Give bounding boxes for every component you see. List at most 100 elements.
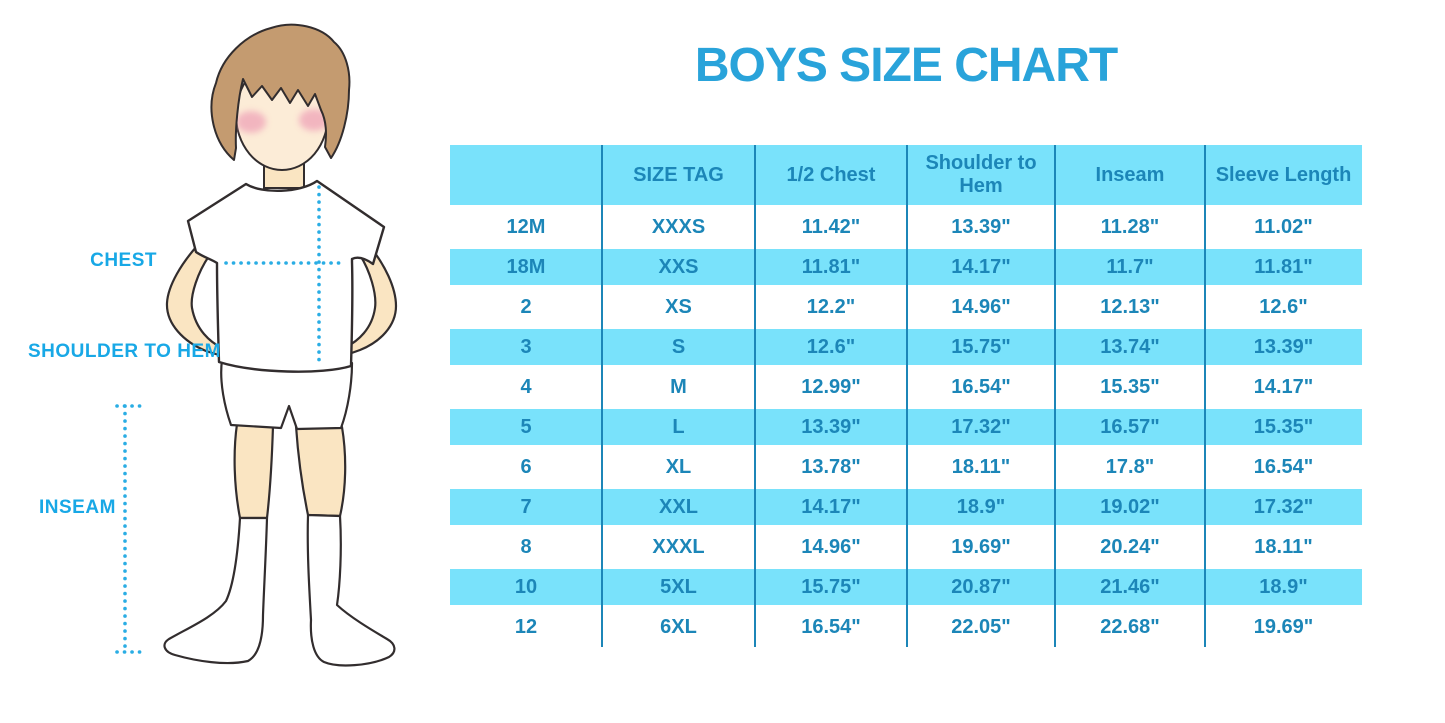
column-divider <box>601 145 603 647</box>
boy-illustration <box>115 23 398 667</box>
table-cell: 22.68" <box>1100 615 1160 638</box>
table-cell: XL <box>665 455 692 478</box>
table-cell: 17.32" <box>951 415 1011 438</box>
column-divider <box>754 145 756 647</box>
table-cell: 10 <box>514 575 538 598</box>
table-cell: 12.6" <box>1259 295 1308 318</box>
table-cell: 14.17" <box>951 255 1011 278</box>
table-cell: L <box>672 415 685 438</box>
table-cell: 12.2" <box>806 295 856 318</box>
table-cell: 18M <box>506 255 546 278</box>
table-cell: 11.81" <box>801 255 861 278</box>
table-cell: XS <box>665 295 692 318</box>
inseam-label: INSEAM <box>39 497 116 518</box>
table-cell: 18.9" <box>1259 575 1308 598</box>
table-cell: 20.87" <box>951 575 1011 598</box>
table-cell: 11.28" <box>1100 215 1160 238</box>
table-cell: 5 <box>520 415 532 438</box>
table-cell: 2 <box>520 295 532 318</box>
right-arm <box>344 246 398 357</box>
column-header-1-2-chest: 1/2 Chest <box>786 163 876 186</box>
table-cell: 13.39" <box>801 415 861 438</box>
table-cell: 18.11" <box>1254 535 1313 558</box>
table-cell: 22.05" <box>951 615 1011 638</box>
column-header-sleeve-length: Sleeve Length <box>1215 163 1352 186</box>
table-cell: 4 <box>520 375 532 398</box>
table-row-12m: 12M XXXS 11.42" 13.39" 11.28" 11.02" <box>450 207 1362 247</box>
table-cell: 14.17" <box>801 495 861 518</box>
table-cell: 13.39" <box>951 215 1011 238</box>
table-cell: XXXS <box>651 215 706 238</box>
left-leg <box>233 422 275 520</box>
table-cell: 15.75" <box>801 575 861 598</box>
hair <box>210 23 351 161</box>
table-cell: 18.9" <box>956 495 1006 518</box>
column-header-size-tag: SIZE TAG <box>633 163 724 186</box>
right-blush <box>299 109 329 131</box>
table-cell: 6XL <box>660 615 697 638</box>
table-row-4: 4 M 12.99" 16.54" 15.35" 14.17" <box>450 367 1362 407</box>
table-cell: 14.96" <box>801 535 861 558</box>
table-cell: 15.35" <box>1253 415 1314 438</box>
column-divider <box>1054 145 1056 647</box>
table-cell: 16.54" <box>951 375 1011 398</box>
table-cell: 13.78" <box>801 455 861 478</box>
table-cell: 11.42" <box>801 215 861 238</box>
table-cell: 7 <box>520 495 532 518</box>
table-cell: S <box>671 335 686 358</box>
table-cell: 11.81" <box>1254 255 1313 278</box>
table-cell: 12.13" <box>1100 295 1160 318</box>
table-cell: 17.32" <box>1253 495 1314 518</box>
table-cell: 12.99" <box>801 375 861 398</box>
chest-label: CHEST <box>90 250 157 271</box>
table-row-6: 6 XL 13.78" 18.11" 17.8" 16.54" <box>450 447 1362 487</box>
shoulder-to-hem-label: SHOULDER TO HEM <box>28 341 221 362</box>
table-cell: 16.57" <box>1100 415 1160 438</box>
left-sock <box>163 516 269 665</box>
table-cell: 15.75" <box>951 335 1011 358</box>
table-cell: 11.02" <box>1254 215 1313 238</box>
left-arm <box>165 244 224 358</box>
table-cell: 12 <box>514 615 538 638</box>
table-cell: XXS <box>658 255 699 278</box>
right-sock <box>306 513 396 667</box>
table-cell: XXL <box>659 495 698 518</box>
table-row-2: 2 XS 12.2" 14.96" 12.13" 12.6" <box>450 287 1362 327</box>
page-title: BOYS SIZE CHART <box>694 39 1118 92</box>
table-cell: 15.35" <box>1100 375 1160 398</box>
table-cell: 19.02" <box>1100 495 1160 518</box>
table-cell: 18.11" <box>951 455 1011 478</box>
table-cell: 11.7" <box>1106 255 1154 278</box>
table-cell: 13.74" <box>1100 335 1160 358</box>
table-cell: XXXL <box>652 535 705 558</box>
column-header-shoulder-to-hem: Shoulder to Hem <box>925 152 1037 197</box>
table-cell: 13.39" <box>1253 335 1314 358</box>
tshirt <box>186 179 386 373</box>
column-header-inseam: Inseam <box>1095 163 1165 186</box>
table-cell: 5XL <box>660 575 697 598</box>
left-blush <box>236 111 266 133</box>
table-cell: 12M <box>506 215 546 238</box>
column-header-size <box>450 145 602 205</box>
table-cell: 20.24" <box>1100 535 1160 558</box>
right-leg <box>294 424 347 518</box>
table-cell: 19.69" <box>951 535 1011 558</box>
table-cell: 19.69" <box>1253 615 1314 638</box>
table-cell: 12.6" <box>806 335 856 358</box>
table-row-8: 8 XXXL 14.96" 19.69" 20.24" 18.11" <box>450 527 1362 567</box>
size-table: SIZE TAG 1/2 Chest Shoulder to Hem Inseam Sl… <box>450 145 1362 647</box>
table-cell: M <box>670 375 687 398</box>
table-cell: 17.8" <box>1105 455 1155 478</box>
table-cell: 21.46" <box>1100 575 1160 598</box>
table-cell: 16.54" <box>1253 455 1314 478</box>
table-row-12: 12 6XL 16.54" 22.05" 22.68" 19.69" <box>450 607 1362 647</box>
table-cell: 14.17" <box>1253 375 1314 398</box>
column-divider <box>906 145 908 647</box>
table-cell: 6 <box>520 455 532 478</box>
table-cell: 16.54" <box>801 615 861 638</box>
table-cell: 8 <box>520 535 532 558</box>
column-divider <box>1204 145 1206 647</box>
table-cell: 14.96" <box>951 295 1011 318</box>
table-cell: 3 <box>520 335 532 358</box>
